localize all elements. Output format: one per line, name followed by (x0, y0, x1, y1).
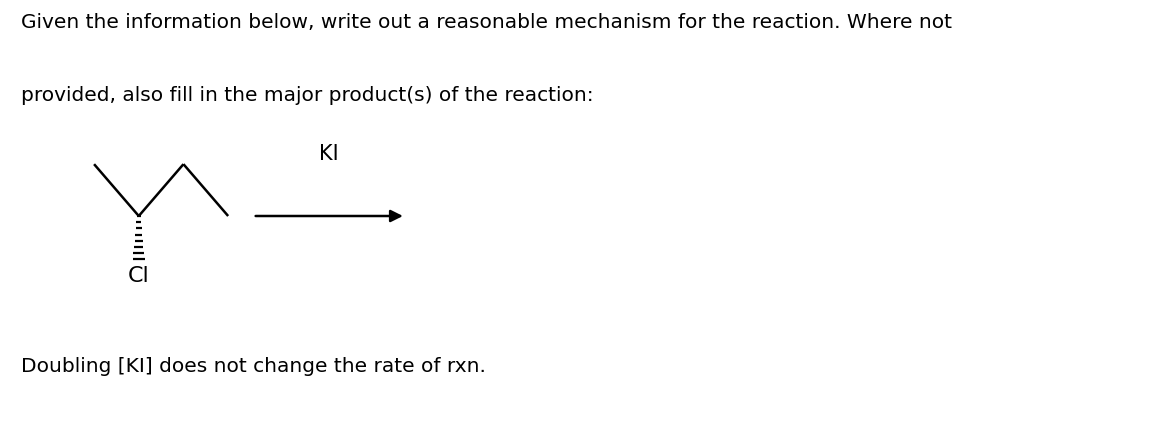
Text: Doubling [KI] does not change the rate of rxn.: Doubling [KI] does not change the rate o… (21, 357, 486, 376)
Text: KI: KI (320, 144, 339, 164)
Text: provided, also fill in the major product(s) of the reaction:: provided, also fill in the major product… (21, 86, 594, 105)
Text: Given the information below, write out a reasonable mechanism for the reaction. : Given the information below, write out a… (21, 13, 953, 32)
Text: Cl: Cl (128, 266, 149, 286)
